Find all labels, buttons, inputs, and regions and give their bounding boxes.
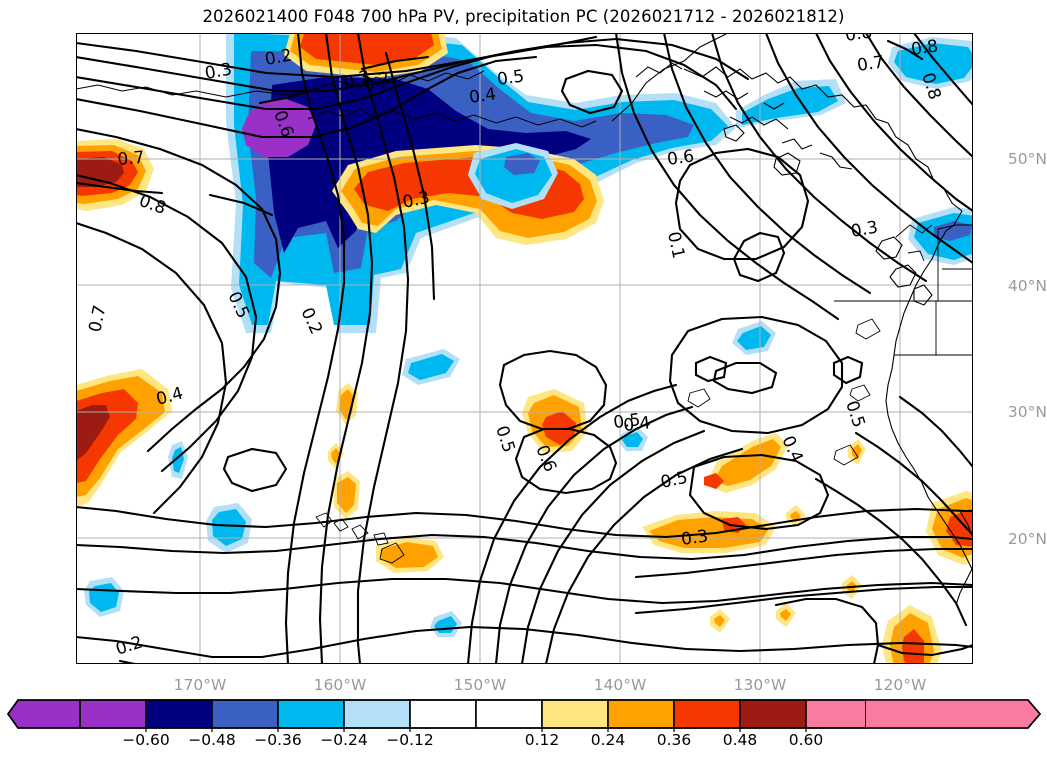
svg-text:0.4: 0.4 (777, 433, 806, 466)
colorbar-tick-3: −0.24 (320, 731, 368, 749)
svg-text:0.2: 0.2 (113, 632, 145, 659)
map-plot-area: 0.3 0.2 0.3 0.3 0.4 0.5 0.2 0.7 0.8 0.6 … (76, 33, 973, 664)
svg-text:0.8: 0.8 (917, 70, 944, 102)
ytick-label-1: 40°N (1007, 277, 1047, 295)
colorbar-tick-7: 0.36 (656, 731, 692, 749)
chart-title: 2026021400 F048 700 hPa PV, precipitatio… (202, 7, 845, 26)
svg-text:0.5: 0.5 (841, 398, 868, 430)
colorbar-tick-8: 0.48 (722, 731, 758, 749)
svg-text:0.5: 0.5 (496, 66, 526, 90)
contour-labels-layer: 0.3 0.2 0.3 0.3 0.4 0.5 0.2 0.7 0.8 0.6 … (85, 33, 944, 660)
svg-text:0.7: 0.7 (117, 148, 146, 170)
colorbar-swatches[interactable] (0, 696, 1047, 732)
svg-text:0.8: 0.8 (910, 36, 940, 60)
xtick-label-4: 130°W (733, 676, 787, 694)
svg-text:0.3: 0.3 (849, 218, 879, 242)
svg-text:0.4: 0.4 (622, 413, 651, 436)
svg-text:0.8: 0.8 (844, 33, 874, 46)
svg-text:0.3: 0.3 (680, 526, 710, 550)
svg-text:0.2: 0.2 (296, 305, 326, 338)
ytick-label-2: 30°N (1007, 403, 1047, 421)
colorbar-tick-5: 0.12 (524, 731, 560, 749)
svg-text:0.3: 0.3 (401, 188, 432, 213)
colorbar-tick-0: −0.60 (122, 731, 170, 749)
svg-text:0.4: 0.4 (154, 384, 185, 410)
xtick-label-3: 140°W (593, 676, 647, 694)
colorbar-tick-6: 0.24 (590, 731, 626, 749)
svg-text:0.6: 0.6 (269, 108, 297, 140)
svg-text:0.5: 0.5 (659, 468, 690, 493)
colorbar-tick-1: −0.48 (188, 731, 236, 749)
svg-text:0.7: 0.7 (856, 52, 886, 76)
xtick-label-2: 150°W (453, 676, 507, 694)
svg-text:0.6: 0.6 (531, 442, 560, 475)
ytick-label-0: 50°N (1007, 150, 1047, 168)
contour-layer (76, 33, 973, 664)
colorbar-tick-4: −0.12 (386, 731, 434, 749)
xtick-label-1: 160°W (313, 676, 367, 694)
colorbar[interactable]: −0.60 −0.48 −0.36 −0.24 −0.12 0.12 0.24 … (0, 696, 1047, 765)
svg-text:0.1: 0.1 (663, 230, 688, 261)
colorbar-tick-2: −0.36 (254, 731, 302, 749)
xtick-label-5: 120°W (873, 676, 927, 694)
svg-text:0.5: 0.5 (491, 423, 518, 455)
ytick-label-3: 20°N (1007, 530, 1047, 548)
xtick-label-0: 170°W (173, 676, 227, 694)
svg-text:0.8: 0.8 (136, 191, 168, 219)
svg-text:0.7: 0.7 (85, 303, 110, 334)
svg-text:0.5: 0.5 (223, 289, 253, 322)
colorbar-tick-9: 0.60 (788, 731, 824, 749)
svg-text:0.4: 0.4 (468, 84, 498, 108)
coastline-layer (76, 33, 973, 606)
svg-text:0.3: 0.3 (203, 60, 233, 84)
svg-text:0.2: 0.2 (263, 46, 293, 70)
svg-text:0.5: 0.5 (612, 410, 641, 433)
shaded-field-layer (76, 33, 973, 664)
svg-text:0.6: 0.6 (666, 146, 696, 170)
